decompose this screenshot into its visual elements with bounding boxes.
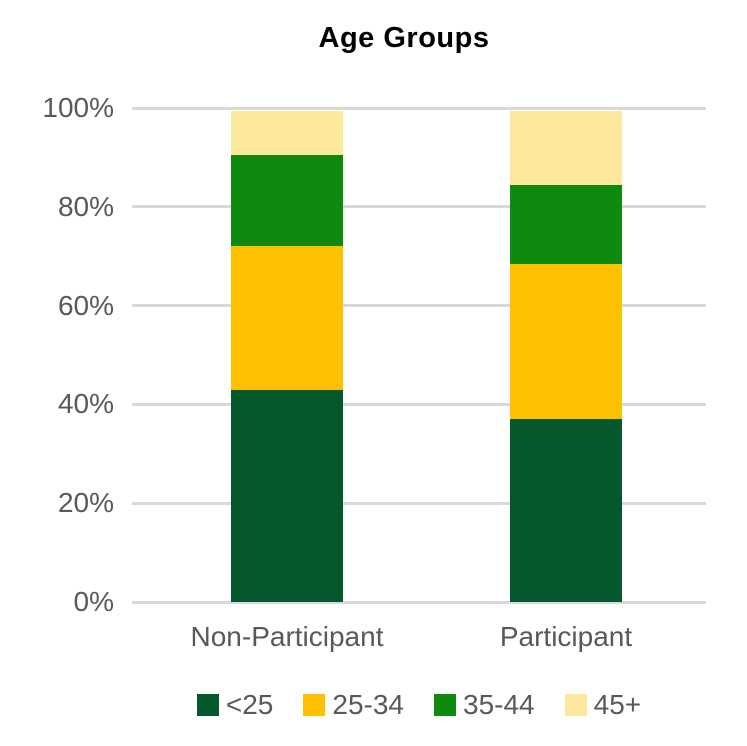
plot-area: Non-Participant Participant [132, 106, 706, 652]
legend-swatch [303, 694, 326, 716]
y-axis-tick-label: 60% [57, 289, 114, 321]
legend-swatch [434, 694, 456, 716]
legend-item-25: <25 [196, 689, 274, 720]
legend-swatch [564, 694, 587, 716]
legend-label: <25 [225, 689, 274, 720]
y-axis-tick-label: 80% [57, 190, 114, 222]
gridline [132, 304, 706, 308]
bar-segment-participant-25-34 [510, 263, 622, 420]
x-axis-category-label: Non-Participant [190, 621, 384, 652]
y-axis-tick-label: 100% [42, 92, 114, 123]
gridline [132, 205, 706, 209]
bar-segment-participant-25 [510, 419, 622, 602]
legend-label: 45+ [593, 689, 642, 720]
bar-segment-non-participant-25-34 [231, 246, 343, 390]
legend-label: 25-34 [332, 689, 404, 720]
y-axis: 100% 80% 60% 40% 20% 0% [0, 93, 114, 617]
bar-segment-non-participant-35-44 [231, 154, 343, 247]
bar-segment-non-participant-25 [231, 389, 343, 602]
gridline [132, 402, 706, 406]
chart-title: Age Groups [318, 22, 490, 54]
x-axis-category-label: Participant [499, 621, 633, 652]
bar-segment-participant-35-44 [510, 184, 622, 264]
gridline [132, 106, 706, 110]
y-axis-tick-label: 20% [57, 487, 114, 519]
legend-item-35-44: 35-44 [434, 690, 535, 720]
x-axis-line [132, 600, 706, 604]
bar-segment-non-participant-45 [231, 110, 343, 155]
legend-label: 35-44 [463, 689, 535, 720]
y-axis-tick-label: 40% [57, 388, 114, 420]
legend-item-25-34: 25-34 [303, 690, 404, 720]
stacked-bar-participant [510, 110, 622, 602]
legend-swatch [196, 694, 219, 716]
bar-segment-participant-45 [510, 110, 622, 185]
legend: <25 25-34 35-44 45+ [132, 688, 706, 722]
gridline [132, 501, 706, 505]
stacked-bar-non-participant [231, 110, 343, 602]
legend-item-45: 45+ [564, 689, 642, 720]
y-axis-tick-label: 0% [73, 586, 114, 617]
